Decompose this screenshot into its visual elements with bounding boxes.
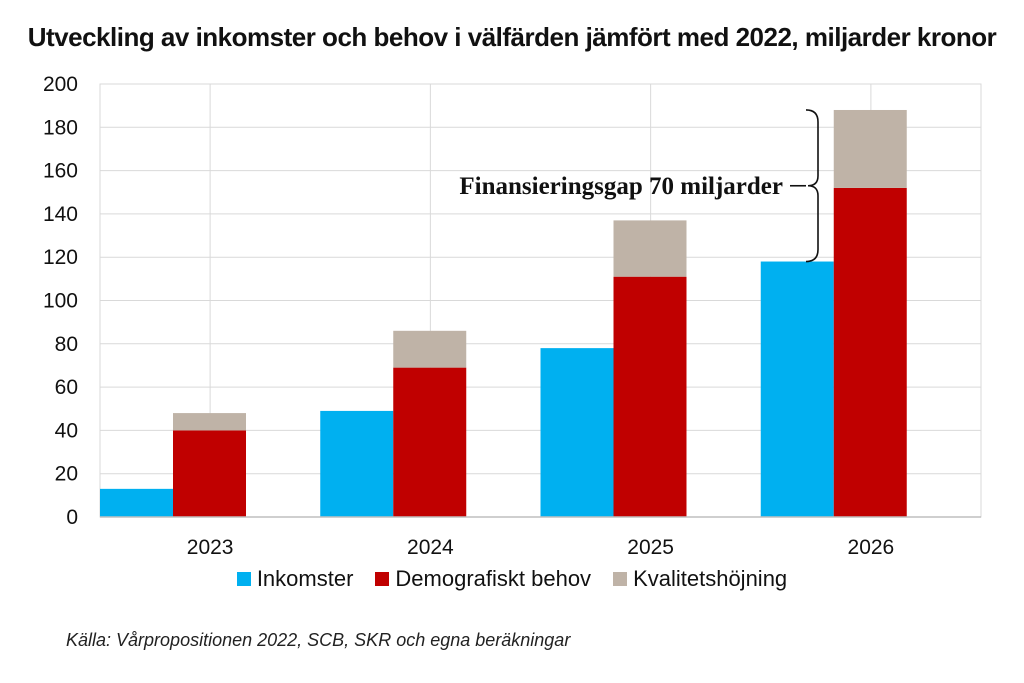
x-tick-label: 2023 — [187, 536, 234, 559]
x-tick-label: 2025 — [627, 536, 674, 559]
y-tick-label: 140 — [43, 203, 78, 226]
y-tick-label: 120 — [43, 246, 78, 269]
y-tick-label: 40 — [55, 419, 78, 442]
chart-title: Utveckling av inkomster och behov i välf… — [27, 22, 997, 52]
legend: Inkomster Demografiskt behov Kvalitetshö… — [0, 566, 1024, 592]
y-tick-label: 0 — [66, 506, 78, 529]
bar-inkomster — [760, 261, 834, 517]
source-note: Källa: Vårpropositionen 2022, SCB, SKR o… — [66, 630, 571, 650]
annotation-layer: Finansieringsgap 70 miljarder — [459, 109, 819, 263]
axis-layer: 0 20 40 60 80 100 120 140 160 180 200 2023 2024 2025 2… — [43, 73, 981, 559]
legend-item-inkomster: Inkomster — [236, 566, 354, 592]
bar-kvalitetshojning — [173, 413, 246, 431]
annotation-label: Finansieringsgap 70 miljarder — [459, 173, 783, 200]
legend-swatch-kvalitetshojning — [613, 572, 628, 586]
bar-demografiskt-behov — [613, 276, 687, 517]
bars-layer — [100, 109, 907, 518]
x-tick-label: 2026 — [848, 536, 895, 559]
bar-demografiskt-behov — [393, 367, 467, 517]
y-tick-label: 80 — [55, 333, 78, 356]
legend-swatch-demografiskt-behov — [375, 572, 390, 586]
y-tick-label: 200 — [43, 73, 78, 96]
y-tick-label: 160 — [43, 160, 78, 183]
y-tick-label: 20 — [55, 463, 78, 486]
y-tick-label: 180 — [43, 116, 78, 139]
bar-kvalitetshojning — [393, 330, 467, 368]
bar-inkomster — [320, 410, 394, 517]
legend-label-kvalitetshojning: Kvalitetshöjning — [633, 566, 788, 591]
legend-item-kvalitetshojning: Kvalitetshöjning — [613, 566, 787, 592]
y-tick-label: 100 — [43, 290, 78, 313]
legend-swatch-inkomster — [236, 572, 251, 586]
annotation-brace — [805, 109, 819, 263]
x-tick-label: 2024 — [407, 536, 454, 559]
legend-label-demografiskt-behov: Demografiskt behov — [395, 566, 592, 591]
legend-item-demografiskt-behov: Demografiskt behov — [375, 566, 591, 592]
legend-label-inkomster: Inkomster — [256, 566, 354, 591]
bar-demografiskt-behov — [173, 430, 246, 517]
bar-demografiskt-behov — [833, 187, 907, 518]
bar-inkomster — [100, 488, 173, 517]
y-tick-label: 60 — [55, 376, 78, 399]
bar-inkomster — [540, 348, 614, 517]
bar-kvalitetshojning — [833, 109, 907, 188]
bar-kvalitetshojning — [613, 220, 687, 277]
